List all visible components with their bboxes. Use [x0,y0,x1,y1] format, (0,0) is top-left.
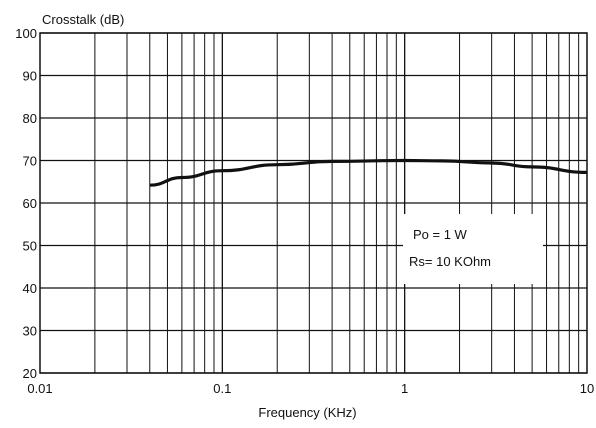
x-tick-label: 1 [401,381,408,396]
y-tick-label: 20 [23,366,37,381]
y-axis-title: Crosstalk (dB) [42,12,124,27]
x-axis-title: Frequency (KHz) [258,405,356,420]
axis-labels: Crosstalk (dB) Frequency (KHz) 20 30 40 50 6… [15,12,594,420]
annotation-box [403,214,543,284]
y-tick-label: 50 [23,239,37,254]
x-tick-label: 0.1 [213,381,231,396]
y-tick-label: 100 [15,26,37,41]
y-tick-label: 90 [23,69,37,84]
annotation-line-po: Po = 1 W [413,227,468,242]
y-tick-label: 80 [23,111,37,126]
y-tick-label: 60 [23,196,37,211]
series-layer [149,158,588,187]
grid [39,32,588,374]
plot-frame [39,32,588,374]
annotation: Po = 1 W Rs= 10 KOhm [403,214,543,284]
y-tick-label: 30 [23,324,37,339]
annotation-line-rs: Rs= 10 KOhm [409,254,491,269]
crosstalk-curve [149,158,588,187]
y-tick-label: 40 [23,281,37,296]
x-tick-label: 0.01 [27,381,52,396]
x-tick-label: 10 [580,381,594,396]
y-tick-label: 70 [23,154,37,169]
